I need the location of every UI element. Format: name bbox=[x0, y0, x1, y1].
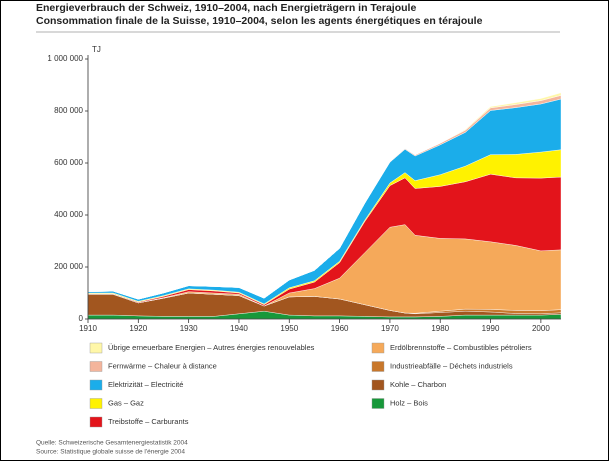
x-tick-label: 1990 bbox=[482, 324, 500, 333]
x-tick-label: 1960 bbox=[331, 324, 349, 333]
legend-label: Gas – Gaz bbox=[108, 398, 144, 407]
x-tick-label: 1920 bbox=[129, 324, 147, 333]
legend-label: Holz – Bois bbox=[390, 398, 428, 407]
y-tick-label: 200 000 bbox=[54, 262, 83, 271]
x-tick-label: 1980 bbox=[431, 324, 449, 333]
legend-label: Treibstoffe – Carburants bbox=[108, 417, 189, 426]
legend-label: Erdölbrennstoffe – Combustibles pétrolie… bbox=[390, 343, 532, 352]
y-tick-label: 800 000 bbox=[54, 106, 83, 115]
legend-swatch bbox=[89, 342, 103, 354]
source: Quelle: Schweizerische Gesamtenergiestat… bbox=[36, 440, 188, 447]
legend-swatch bbox=[371, 342, 385, 354]
legend-label: Industrieabfälle – Déchets industriels bbox=[390, 361, 513, 370]
legend-swatch bbox=[371, 398, 385, 409]
y-unit: TJ bbox=[92, 45, 101, 54]
legend-swatch bbox=[89, 416, 103, 428]
chart-subtitle: Consommation finale de la Suisse, 1910–2… bbox=[36, 15, 483, 27]
legend-swatch bbox=[89, 361, 103, 372]
chart-title: Energieverbrauch der Schweiz, 1910–2004,… bbox=[36, 2, 416, 14]
x-tick-label: 1930 bbox=[180, 324, 198, 333]
x-tick-label: 1970 bbox=[381, 324, 399, 333]
source: Source: Statistique globale suisse de l'… bbox=[36, 449, 185, 456]
x-tick-label: 2000 bbox=[532, 324, 550, 333]
y-tick-label: 1 000 000 bbox=[47, 54, 83, 63]
y-tick-label: 400 000 bbox=[54, 210, 83, 219]
y-tick-label: 0 bbox=[79, 314, 84, 323]
x-tick-label: 1950 bbox=[280, 324, 298, 333]
legend-label: Übrige erneuerbare Energien – Autres éne… bbox=[108, 343, 315, 352]
legend-swatch bbox=[371, 379, 385, 391]
legend-swatch bbox=[89, 398, 103, 409]
legend-label: Kohle – Charbon bbox=[390, 380, 446, 389]
legend-swatch bbox=[371, 361, 385, 372]
x-tick-label: 1940 bbox=[230, 324, 248, 333]
legend-swatch bbox=[89, 379, 103, 391]
legend-label: Elektrizität – Electricité bbox=[108, 380, 183, 389]
legend-label: Fernwärme – Chaleur à distance bbox=[108, 361, 217, 370]
area bbox=[87, 92, 562, 300]
y-tick-label: 600 000 bbox=[54, 158, 83, 167]
x-tick-label: 1910 bbox=[79, 324, 97, 333]
